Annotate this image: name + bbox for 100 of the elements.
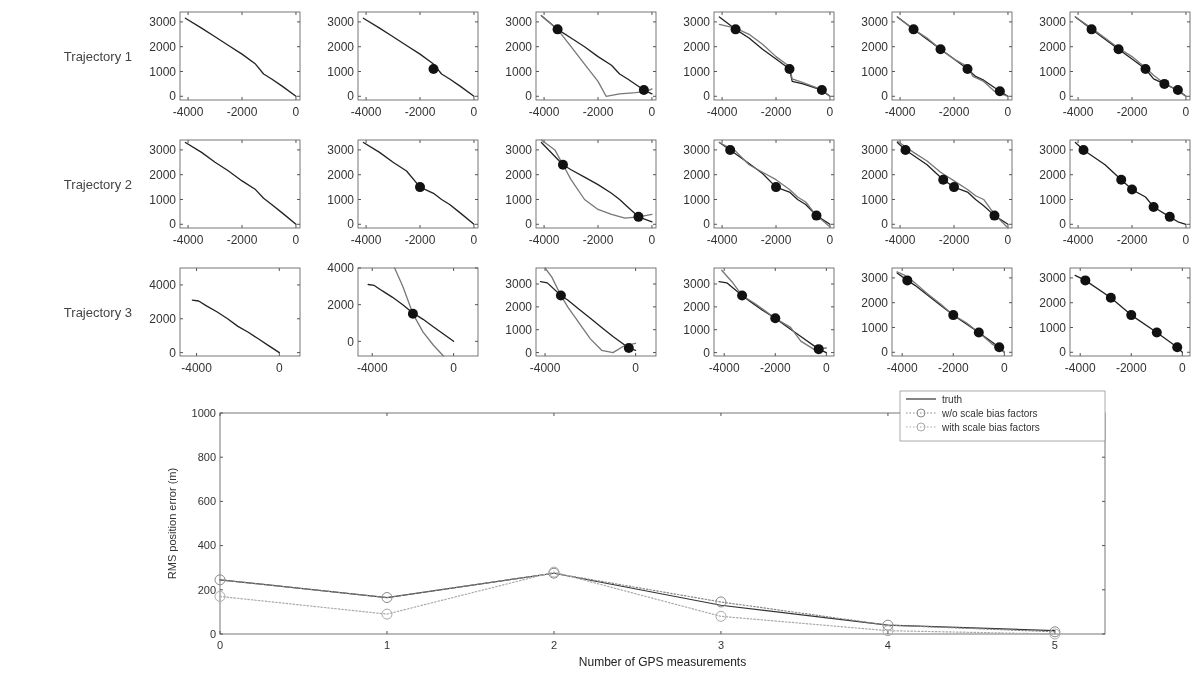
y-tick-label: 3000	[1039, 271, 1067, 286]
point	[715, 596, 727, 608]
point	[949, 182, 960, 193]
y-tick-label: 2000	[505, 167, 533, 182]
y-tick-label: 0	[1059, 217, 1067, 232]
y-axis-title: RMS position error (m)	[166, 467, 178, 580]
y-tick-label: 3000	[683, 143, 711, 158]
y-tick-label: 2000	[149, 167, 177, 182]
line-series	[544, 267, 637, 354]
y-tick-label: 1000	[861, 64, 889, 79]
x-tick-label: 0	[648, 233, 656, 247]
x-tick-label: 0	[292, 105, 300, 119]
y-tick-label: 200	[197, 583, 216, 596]
y-tick-label: 1000	[1039, 64, 1067, 79]
point	[1126, 310, 1137, 321]
y-tick-label: 2000	[327, 297, 355, 312]
x-tick-label: -4000	[708, 361, 740, 375]
x-tick-label: 0	[1004, 105, 1012, 119]
y-tick-label: 1000	[861, 320, 889, 335]
y-tick-label: 1000	[505, 322, 533, 337]
y-tick-label: 3000	[327, 143, 355, 158]
legend-label: with scale bias factors	[941, 422, 1040, 433]
x-tick-label: -2000	[582, 233, 614, 247]
x-tick-label: -2000	[938, 233, 970, 247]
y-tick-label: 2000	[149, 311, 177, 326]
point	[1086, 24, 1097, 35]
y-tick-label: 1000	[191, 406, 216, 419]
y-tick-label: 2000	[861, 39, 889, 54]
y-tick-label: 0	[347, 89, 355, 104]
y-tick-label: 1000	[683, 322, 711, 337]
point	[1127, 184, 1138, 195]
point	[1105, 292, 1116, 303]
y-tick-label: 2000	[683, 167, 711, 182]
line-series	[184, 17, 297, 97]
y-tick-label: 3000	[505, 143, 533, 158]
y-tick-label: 2000	[683, 39, 711, 54]
point	[989, 210, 1000, 221]
y-tick-label: 800	[197, 451, 216, 464]
point	[902, 275, 913, 286]
x-tick-label: -4000	[706, 105, 738, 119]
x-tick-label: 0	[292, 233, 300, 247]
y-tick-label: 2000	[327, 167, 355, 182]
y-tick-label: 1000	[505, 64, 533, 79]
x-axis-title: Number of GPS measurements	[578, 655, 747, 669]
line-series	[184, 141, 297, 225]
y-tick-label: 0	[1059, 345, 1067, 360]
x-tick-label: 3	[717, 639, 725, 651]
point	[882, 625, 894, 637]
x-tick-label: -4000	[181, 361, 213, 375]
point	[811, 210, 822, 221]
x-tick-label: -4000	[1064, 361, 1096, 375]
line-series	[393, 267, 445, 357]
point	[1113, 44, 1124, 55]
y-tick-label: 0	[703, 217, 711, 232]
x-tick-label: -4000	[350, 233, 382, 247]
line-series	[1074, 16, 1187, 97]
y-tick-label: 0	[169, 345, 177, 360]
line-series	[191, 299, 280, 354]
y-tick-label: 0	[1059, 89, 1067, 104]
point	[994, 86, 1005, 97]
y-tick-label: 1000	[683, 192, 711, 207]
y-tick-label: 2000	[505, 300, 533, 315]
line-series	[896, 16, 1009, 97]
y-tick-label: 1000	[327, 192, 355, 207]
y-tick-label: 2000	[149, 39, 177, 54]
y-axis-title: Trajectory 2	[63, 176, 132, 192]
x-tick-label: 0	[1004, 233, 1012, 247]
y-tick-label: 1000	[1039, 192, 1067, 207]
y-tick-label: 1000	[149, 192, 177, 207]
y-tick-label: 3000	[683, 15, 711, 30]
x-tick-label: 5	[1051, 639, 1058, 651]
y-tick-label: 4000	[149, 278, 177, 293]
y-tick-label: 0	[703, 345, 711, 360]
x-tick-label: -4000	[172, 105, 204, 119]
y-tick-label: 3000	[861, 271, 889, 286]
y-tick-label: 0	[881, 89, 889, 104]
legend-label: truth	[942, 394, 963, 405]
x-tick-label: 0	[1179, 361, 1186, 375]
point	[900, 144, 911, 155]
y-tick-label: 2000	[327, 39, 355, 54]
y-tick-label: 4000	[327, 261, 355, 276]
y-tick-label: 3000	[1039, 143, 1067, 158]
point	[381, 608, 393, 620]
line-series	[362, 141, 475, 225]
y-tick-label: 0	[169, 217, 177, 232]
point	[737, 290, 748, 301]
point	[813, 344, 824, 355]
point	[725, 144, 736, 155]
point	[770, 313, 781, 324]
point	[994, 342, 1005, 353]
point	[1164, 211, 1175, 222]
point	[1116, 174, 1127, 185]
point	[938, 174, 949, 185]
x-tick-label: -2000	[937, 361, 969, 375]
y-tick-label: 1000	[327, 64, 355, 79]
y-tick-label: 2000	[1039, 295, 1067, 310]
point	[784, 64, 795, 75]
y-tick-label: 2000	[1039, 167, 1067, 182]
x-tick-label: 0	[216, 639, 224, 651]
x-tick-label: 0	[648, 105, 656, 119]
